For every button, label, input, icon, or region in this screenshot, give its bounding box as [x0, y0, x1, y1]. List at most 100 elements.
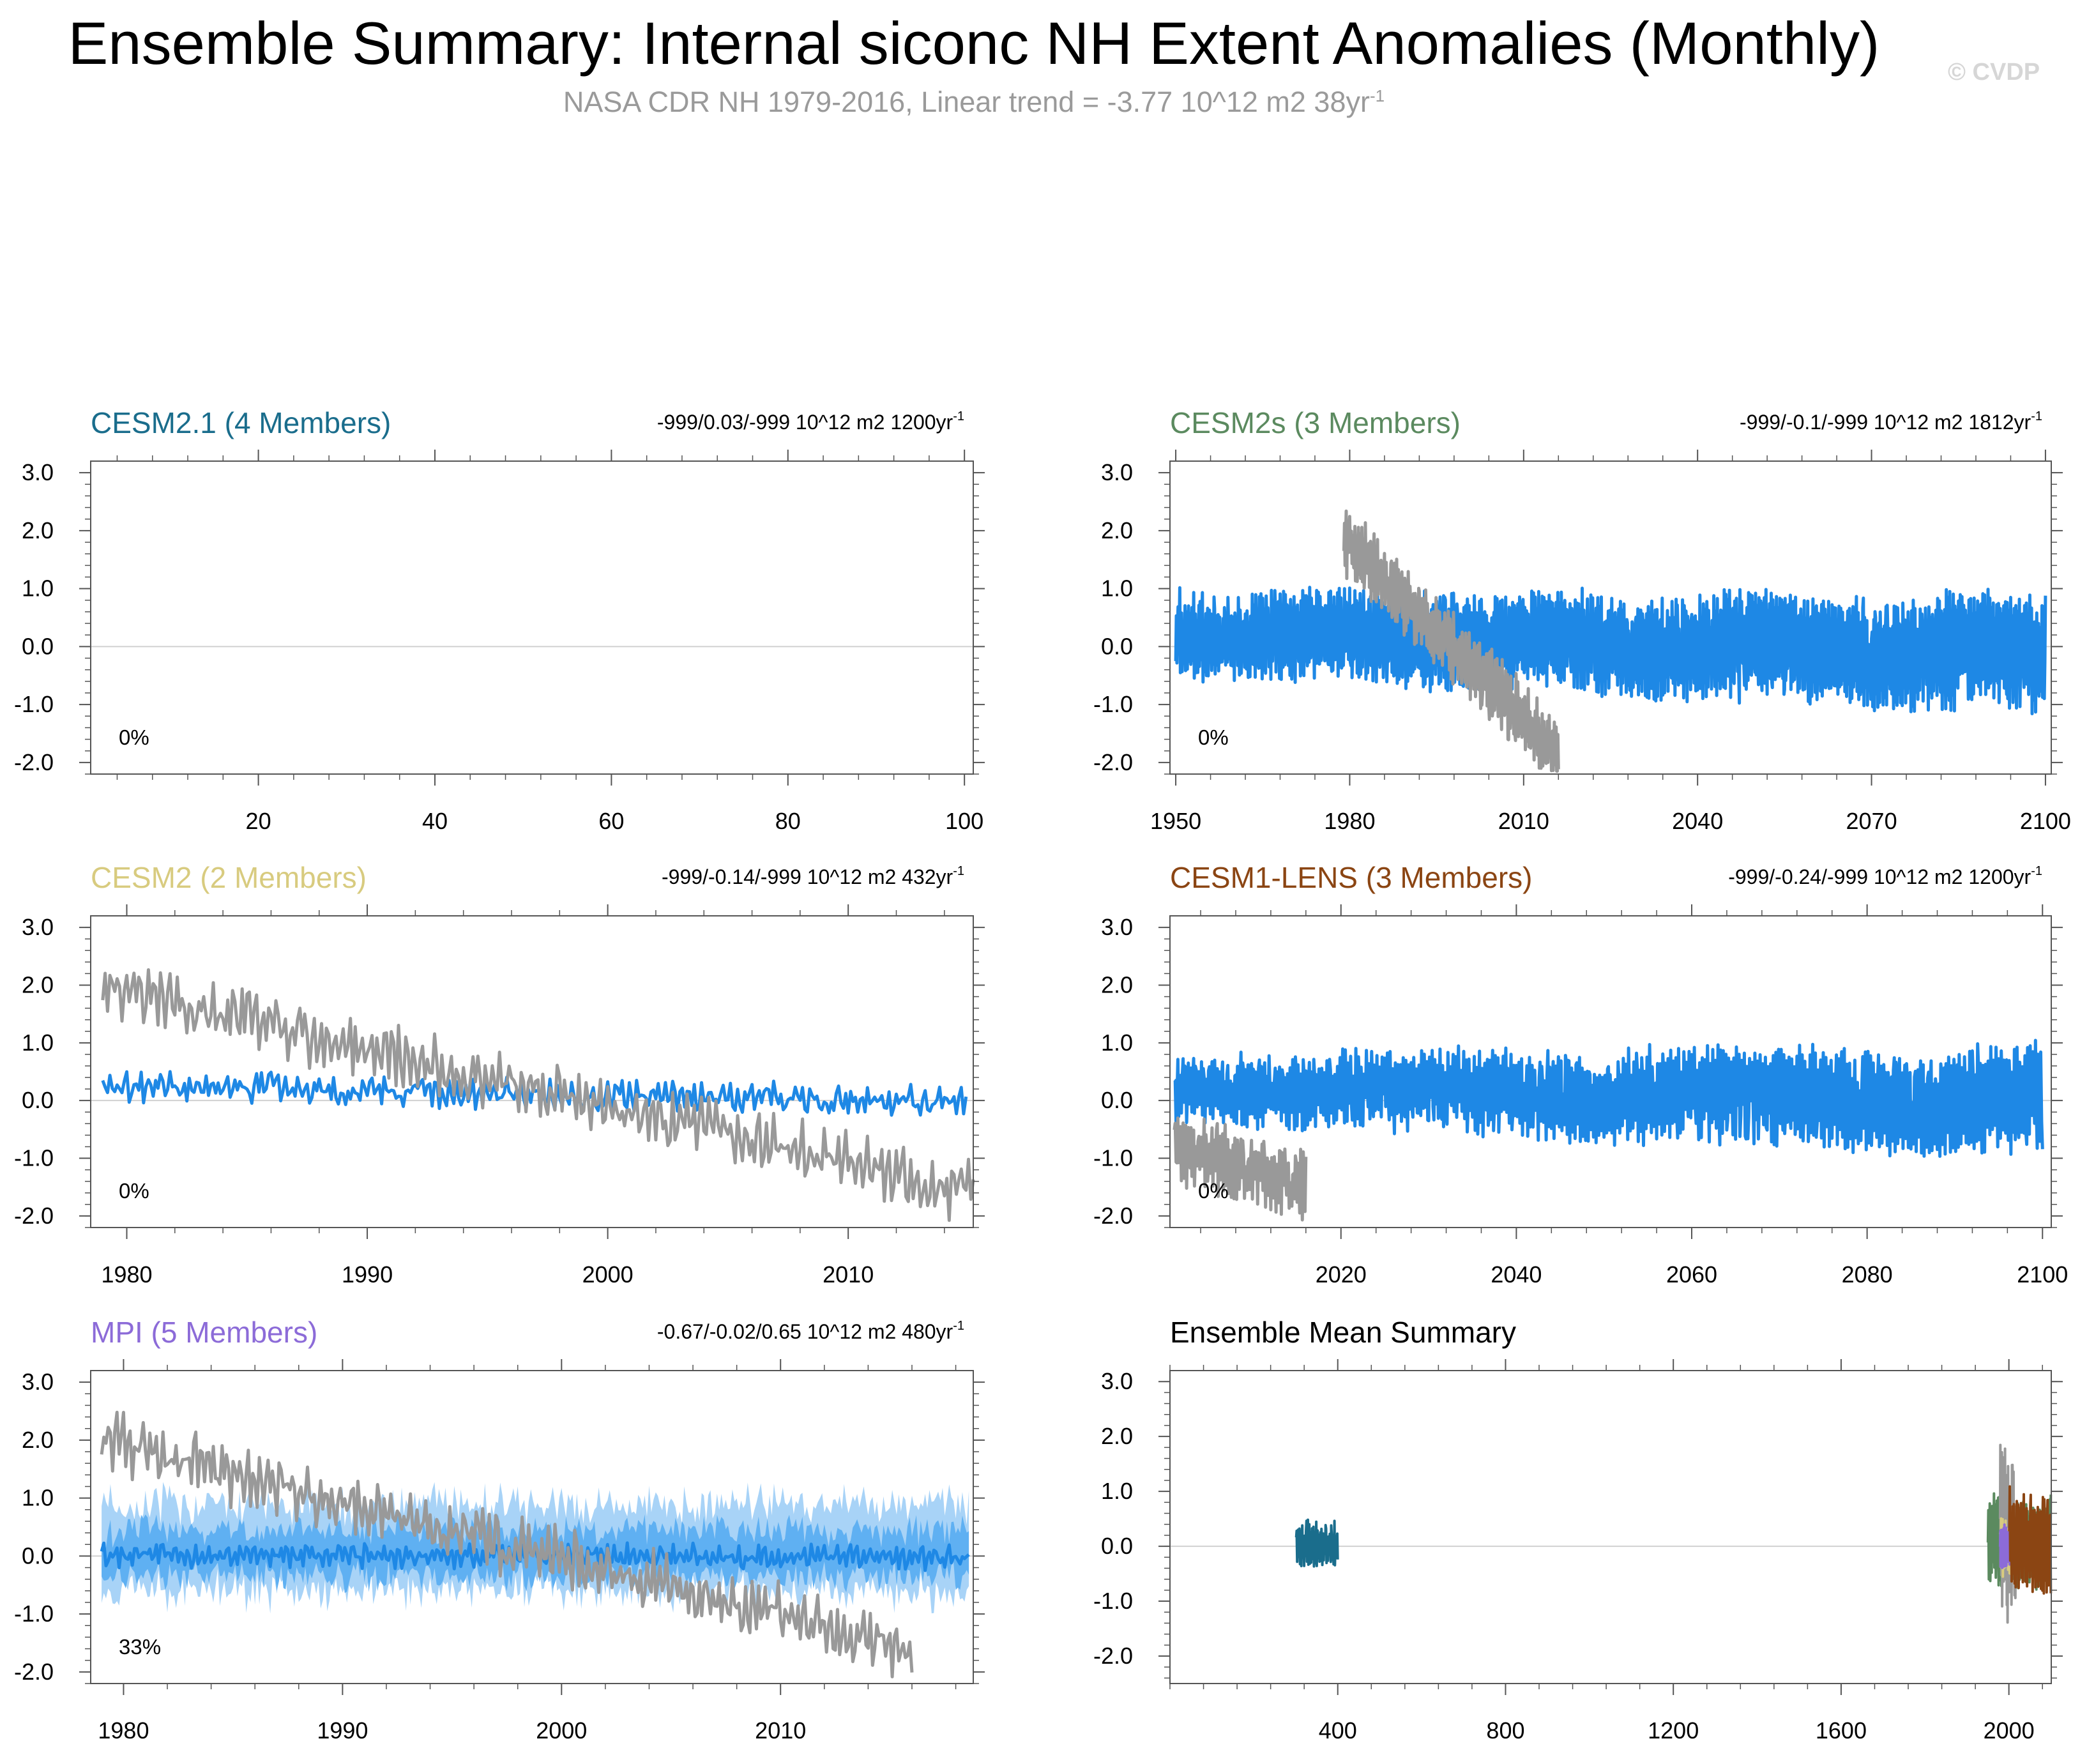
- panel-cesm21: CESM2.1 (4 Members) -999/0.03/-999 10^12 …: [14, 406, 985, 834]
- percentage-label: 0%: [119, 1179, 149, 1203]
- x-tick-label: 60: [598, 808, 624, 834]
- trend-superscript: -1: [953, 1319, 964, 1333]
- y-tick-label: 3.0: [1101, 914, 1133, 940]
- y-tick-label: -2.0: [1093, 1643, 1133, 1669]
- x-tick-label: 2020: [1316, 1261, 1367, 1288]
- trend-label: -999/-0.1/-999 10^12 m2 1812yr-1: [1740, 409, 2042, 434]
- trend-value: -999/-0.1/-999 10^12 m2 1812yr: [1740, 411, 2031, 434]
- trend-value: -999/-0.14/-999 10^12 m2 432yr: [662, 865, 953, 888]
- y-tick-label: -2.0: [14, 749, 54, 775]
- copyright-label: © CVDP: [1948, 59, 2040, 86]
- y-tick-label: 3.0: [22, 1369, 54, 1395]
- x-tick-label: 2040: [1672, 808, 1723, 834]
- y-tick-label: -1.0: [1093, 691, 1133, 717]
- panel-title: CESM2.1 (4 Members): [91, 406, 391, 439]
- y-tick-label: 2.0: [22, 517, 54, 544]
- panel-title: MPI (5 Members): [91, 1316, 317, 1349]
- y-tick-label: 1.0: [22, 1030, 54, 1056]
- y-tick-label: -1.0: [1093, 1145, 1133, 1171]
- series-observations: [100, 1410, 914, 1678]
- y-tick-label: -2.0: [1093, 749, 1133, 775]
- y-tick-label: 1.0: [1101, 1478, 1133, 1504]
- x-tick-label: 1980: [101, 1261, 152, 1288]
- y-tick-label: 0.0: [22, 633, 54, 659]
- y-tick-label: 2.0: [1101, 971, 1133, 998]
- trend-label: -999/-0.24/-999 10^12 m2 1200yr-1: [1728, 864, 2042, 888]
- x-tick-label: 80: [775, 808, 801, 834]
- panel-cesm2s: CESM2s (3 Members) -999/-0.1/-999 10^12 m…: [1093, 406, 2071, 834]
- y-tick-label: 0.0: [1101, 1087, 1133, 1113]
- percentage-label: 33%: [119, 1635, 161, 1659]
- x-tick-label: 40: [422, 808, 448, 834]
- trend-value: -0.67/-0.02/0.65 10^12 m2 480yr: [657, 1320, 953, 1343]
- x-tick-label: 2010: [1498, 808, 1549, 834]
- y-tick-label: 0.0: [22, 1087, 54, 1113]
- series-observations: [101, 968, 975, 1222]
- y-tick-label: 3.0: [22, 459, 54, 485]
- panel-title: Ensemble Mean Summary: [1170, 1316, 1516, 1349]
- x-tick-label: 2010: [823, 1261, 874, 1288]
- x-tick-label: 2000: [582, 1261, 634, 1288]
- y-tick-label: -1.0: [1093, 1588, 1133, 1614]
- series-observations: [1173, 1116, 1308, 1222]
- plot-frame: [90, 460, 974, 775]
- trend-label: -0.67/-0.02/0.65 10^12 m2 480yr-1: [657, 1319, 964, 1343]
- trend-superscript: -1: [2031, 864, 2042, 878]
- y-tick-label: 1.0: [1101, 1030, 1133, 1056]
- x-tick-label: 2000: [1984, 1717, 2035, 1744]
- y-tick-label: 1.0: [22, 575, 54, 602]
- trend-superscript: -1: [953, 409, 964, 423]
- percentage-label: 0%: [1198, 1179, 1229, 1203]
- figure-subtitle: NASA CDR NH 1979-2016, Linear trend = -3…: [0, 86, 1948, 119]
- y-tick-label: -1.0: [14, 1601, 54, 1627]
- subtitle-text: NASA CDR NH 1979-2016, Linear trend = -3…: [563, 86, 1370, 118]
- y-tick-label: 0.0: [1101, 633, 1133, 659]
- x-tick-label: 1990: [317, 1717, 368, 1744]
- series-observations: [1342, 509, 1560, 773]
- x-tick-label: 1200: [1648, 1717, 1699, 1744]
- panel-title: CESM2 (2 Members): [91, 861, 367, 894]
- trend-superscript: -1: [953, 864, 964, 878]
- x-tick-label: 100: [945, 808, 983, 834]
- y-tick-label: 2.0: [1101, 1423, 1133, 1449]
- x-tick-label: 400: [1319, 1717, 1357, 1744]
- trend-value: -999/-0.24/-999 10^12 m2 1200yr: [1728, 865, 2031, 888]
- y-tick-label: -2.0: [14, 1203, 54, 1229]
- panel-cesm2: CESM2 (2 Members) -999/-0.14/-999 10^12 m…: [14, 861, 985, 1288]
- trend-value: -999/0.03/-999 10^12 m2 1200yr: [657, 411, 953, 434]
- x-tick-label: 800: [1486, 1717, 1524, 1744]
- y-tick-label: 1.0: [1101, 575, 1133, 602]
- x-tick-label: 2060: [1666, 1261, 1717, 1288]
- plot-frame: [1169, 1370, 2052, 1684]
- plot-frame: [1169, 460, 2052, 775]
- panel-mpi: MPI (5 Members) -0.67/-0.02/0.65 10^12 m2…: [14, 1316, 985, 1744]
- panel-title: CESM1-LENS (3 Members): [1170, 861, 1532, 894]
- y-tick-label: -1.0: [14, 691, 54, 717]
- x-tick-label: 1990: [342, 1261, 393, 1288]
- y-tick-label: 2.0: [22, 1427, 54, 1453]
- y-tick-label: 2.0: [22, 971, 54, 998]
- x-tick-label: 2040: [1491, 1261, 1542, 1288]
- y-tick-label: 1.0: [22, 1485, 54, 1511]
- series-ensemble: [1173, 1038, 2044, 1158]
- x-tick-label: 2010: [755, 1717, 806, 1744]
- y-tick-label: 0.0: [1101, 1533, 1133, 1559]
- y-tick-label: 0.0: [22, 1542, 54, 1569]
- trend-superscript: -1: [2031, 409, 2042, 423]
- plot-frame: [90, 915, 974, 1228]
- panel-title: CESM2s (3 Members): [1170, 406, 1461, 439]
- y-tick-label: -2.0: [1093, 1203, 1133, 1229]
- x-tick-label: 2000: [536, 1717, 587, 1744]
- series-ensemble: [101, 1070, 968, 1117]
- x-tick-label: 1600: [1816, 1717, 1867, 1744]
- subtitle-superscript: -1: [1369, 86, 1385, 105]
- percentage-label: 0%: [1198, 726, 1229, 749]
- x-tick-label: 2100: [2017, 1261, 2068, 1288]
- series-CESM1-LENS: [2008, 1485, 2053, 1595]
- y-tick-label: 3.0: [1101, 1368, 1133, 1394]
- x-tick-label: 20: [246, 808, 271, 834]
- series-ensemble: [1174, 586, 2047, 715]
- percentage-label: 0%: [119, 726, 149, 749]
- panel-cesm1lens: CESM1-LENS (3 Members) -999/-0.24/-999 10…: [1093, 861, 2068, 1288]
